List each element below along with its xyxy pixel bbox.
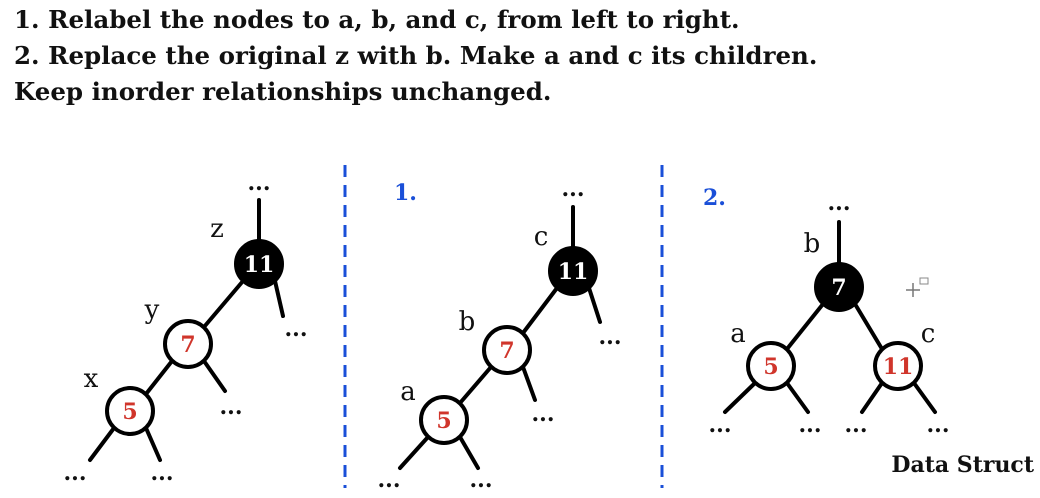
panel-restructured-edge-b-a: [785, 302, 825, 351]
panel-restructured-key-b: 7: [831, 275, 846, 301]
panel-relabeled-ellipsis-a-right: ...: [470, 467, 493, 493]
panel-relabeled-ellipsis-a-left: ...: [378, 467, 401, 493]
panel-original-edge-y-x: [144, 359, 174, 396]
panel-restructured-edge-c-right: [912, 381, 937, 414]
panel-original-key-x: 5: [122, 399, 137, 425]
panel-original-edge-z-y: [202, 279, 245, 329]
instruction-line-1: 1. Relabel the nodes to a, b, and c, fro…: [14, 5, 740, 34]
panel-relabeled-ellipsis-top: ...: [562, 176, 585, 202]
panel-original-edge-z-right: [273, 279, 285, 318]
panel-restructured-edge-a-left: [723, 381, 757, 414]
panel-relabeled-edge-b-right: [521, 365, 537, 402]
panel-original-node-z: [234, 239, 284, 289]
panel-original-label-x: x: [84, 364, 99, 394]
cursor-box: [919, 277, 929, 285]
panel-relabeled-ellipsis-b-right: ...: [532, 401, 555, 427]
panel-relabeled-node-a: [419, 395, 469, 445]
panel-original-label-z: z: [210, 214, 224, 244]
panel-restructured-step-label: 2.: [703, 185, 726, 211]
panel-relabeled-edge-a-left: [398, 435, 430, 470]
panel-relabeled-ellipsis-c-right: ...: [599, 324, 622, 350]
panel-relabeled-label-b: b: [459, 307, 476, 337]
panel-restructured-ellipsis-a-right: ...: [799, 412, 822, 438]
panel-restructured-label-b: b: [804, 229, 821, 259]
instruction-line-2: 2. Replace the original z with b. Make a…: [14, 41, 818, 70]
panel-restructured-label-a: a: [730, 319, 746, 349]
panel-original-node-y: [163, 319, 213, 369]
panel-relabeled-step-label: 1.: [394, 180, 417, 206]
panel-original-ellipsis-y-right: ...: [220, 394, 243, 420]
panel-restructured-node-b: [814, 262, 864, 312]
panel-restructured-key-a: 5: [763, 354, 778, 380]
panel-restructured-edge-a-right: [785, 381, 810, 414]
panel-original-ellipsis-x-right: ...: [151, 460, 174, 486]
panel-restructured-node-c: [873, 341, 923, 391]
panel-restructured-ellipsis-c-right: ...: [927, 412, 950, 438]
panel-relabeled-node-b: [482, 325, 532, 375]
panel-relabeled-label-a: a: [400, 377, 416, 407]
panel-relabeled-key-b: 7: [499, 338, 514, 364]
panel-relabeled-node-c: [548, 246, 598, 296]
panel-original-key-z: 11: [244, 252, 275, 278]
instruction-line-3: Keep inorder relationships unchanged.: [14, 77, 552, 106]
panel-original-label-y: y: [144, 295, 160, 325]
panel-original-edge-x-right: [144, 426, 162, 462]
panel-restructured-ellipsis-top: ...: [828, 190, 851, 216]
panel-relabeled-edge-b-a: [458, 365, 493, 405]
panel-relabeled-key-a: 5: [436, 408, 451, 434]
panel-relabeled-edge-c-right: [587, 286, 602, 324]
panel-relabeled-edge-c-b: [521, 286, 559, 335]
panel-restructured-edge-b-c: [853, 302, 884, 351]
panel-original-key-y: 7: [180, 332, 195, 358]
panel-original-ellipsis-x-left: ...: [64, 460, 87, 486]
panel-restructured-key-c: 11: [883, 354, 914, 380]
panel-original-edge-x-left: [88, 426, 116, 462]
panel-original-ellipsis-top: ...: [248, 170, 271, 196]
panel-relabeled-label-c: c: [534, 222, 549, 252]
panel-original-edge-y-right: [202, 359, 227, 393]
panel-restructured-ellipsis-a-left: ...: [709, 412, 732, 438]
watermark: Data Struct: [891, 452, 1034, 478]
panel-restructured-ellipsis-c-left: ...: [845, 412, 868, 438]
panel-restructured-label-c: c: [921, 319, 936, 349]
panel-relabeled-key-c: 11: [558, 259, 589, 285]
panel-original-ellipsis-z-right: ...: [285, 316, 308, 342]
panel-original-node-x: [105, 386, 155, 436]
panel-restructured-node-a: [746, 341, 796, 391]
panel-restructured-edge-c-left: [860, 381, 884, 414]
panel-relabeled-edge-a-right: [458, 435, 480, 470]
